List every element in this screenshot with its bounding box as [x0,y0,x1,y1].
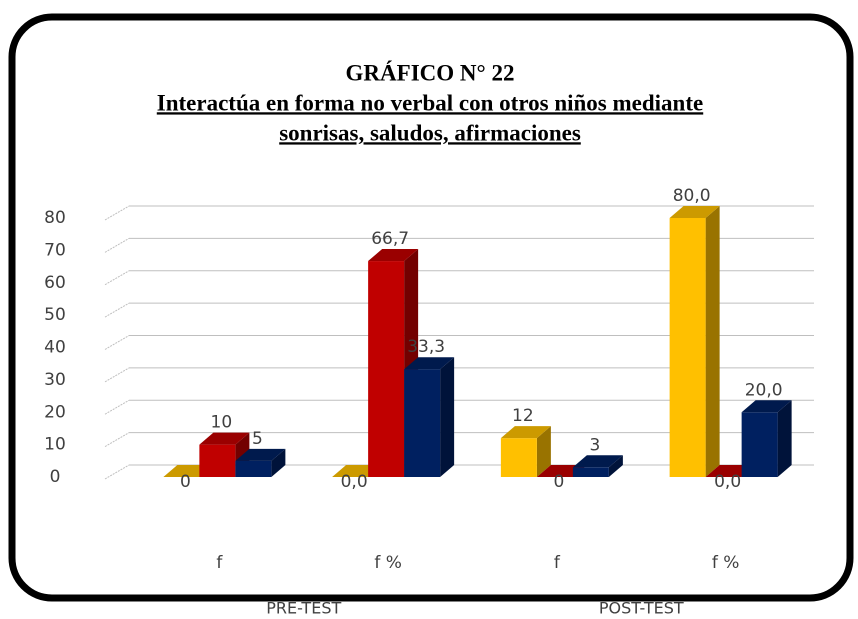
value-label: 10 [211,413,233,433]
bar-side [777,400,792,477]
value-label: 66,7 [371,229,409,249]
bar-side [536,426,551,477]
grid-line-side [104,270,130,286]
value-label: 33,3 [407,337,445,357]
bar [500,426,551,477]
grid-line-side [104,399,130,415]
grid-line-side [104,367,130,383]
bar [235,448,286,477]
chart-subtitle: sonrisas, saludos, afirmaciones [279,120,581,145]
x-tick-label: f % [712,553,740,573]
bar-side [440,357,455,477]
bar [572,455,623,477]
grid-line-side [104,464,130,480]
value-label: 0,0 [714,472,741,492]
bar-front [669,218,706,477]
y-tick-label: 0 [50,467,61,487]
x-tick-label: f % [374,553,402,573]
grid-line-side [104,205,130,221]
bar-front [199,444,236,477]
bar [669,206,720,477]
bar-side [608,455,623,477]
bar-side [705,206,720,477]
bar-top [404,357,455,370]
chart-title: GRÁFICO N° 22 [346,60,515,85]
bar-top [199,432,250,445]
y-tick-label: 80 [44,208,66,228]
bar [404,357,455,477]
value-label: 0,0 [341,472,368,492]
bar-top [500,426,551,439]
value-label: 12 [512,406,534,426]
chart-subtitle: Interactúa en forma no verbal con otros … [157,90,703,115]
bar [741,400,792,477]
x-tick-label: f [216,553,223,573]
value-label: 3 [589,435,600,455]
y-tick-label: 20 [44,402,66,422]
y-tick-label: 40 [44,338,66,358]
bar-top [368,249,419,262]
y-tick-label: 70 [44,240,66,260]
bar-front [572,467,609,477]
group-label: POST-TEST [599,599,684,618]
bar-side [271,448,286,477]
bar-front [404,369,441,477]
value-label: 0 [180,472,191,492]
bar-front [235,460,272,477]
grid-line-side [104,302,130,318]
bar-top [669,206,720,218]
value-label: 0 [553,472,564,492]
y-tick-label: 60 [44,273,66,293]
bar-top [741,400,792,413]
bar-front [500,438,537,477]
y-tick-label: 30 [44,370,66,390]
grid-line-side [104,432,130,448]
value-label: 5 [252,429,263,449]
bar-front [741,412,778,477]
bar-top [572,455,623,468]
value-label: 80,0 [673,186,711,206]
grid-line-side [104,237,130,253]
bar-top [235,448,286,461]
grid-line-side [104,335,130,350]
group-label: PRE-TEST [266,599,341,618]
bar-front [368,261,405,477]
y-tick-label: 10 [44,435,66,455]
x-tick-label: f [554,553,561,573]
y-tick-label: 50 [44,305,66,325]
value-label: 20,0 [745,380,783,400]
